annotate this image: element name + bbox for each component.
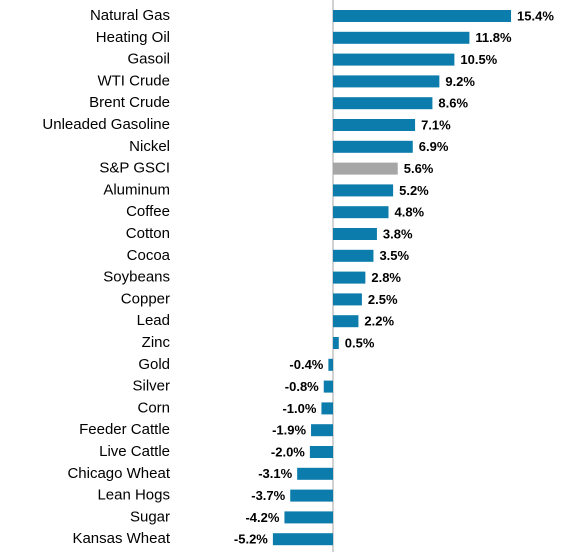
bar <box>272 533 333 546</box>
bar <box>333 140 413 153</box>
category-label: Unleaded Gasoline <box>42 116 170 133</box>
value-label: -3.7% <box>251 488 285 503</box>
bar <box>333 184 394 197</box>
bar <box>311 424 333 437</box>
bar <box>333 228 377 240</box>
category-label: Cotton <box>126 225 170 242</box>
category-label: Cocoa <box>127 247 171 264</box>
category-label: Nickel <box>129 138 170 155</box>
value-label: 3.5% <box>379 248 409 263</box>
category-label: Feeder Cattle <box>79 421 170 438</box>
value-label: 15.4% <box>517 8 554 23</box>
value-label: -3.1% <box>258 466 292 481</box>
bar <box>333 31 470 44</box>
category-label: Gold <box>138 356 170 373</box>
bar <box>333 162 398 175</box>
category-label: Copper <box>121 290 170 307</box>
bar <box>333 293 362 306</box>
value-label: -0.4% <box>289 357 323 372</box>
bar <box>333 97 433 110</box>
category-label: Brent Crude <box>89 94 170 111</box>
value-label: -1.9% <box>272 423 306 438</box>
category-label: Sugar <box>130 508 170 525</box>
bar <box>333 10 512 22</box>
bar <box>333 337 339 349</box>
bar <box>333 271 366 284</box>
value-label: -4.2% <box>245 510 279 525</box>
category-label: Lean Hogs <box>97 487 170 504</box>
value-label: -5.2% <box>234 532 268 547</box>
value-label: -1.0% <box>282 401 316 416</box>
bar <box>309 446 333 458</box>
category-label: Natural Gas <box>90 7 170 24</box>
bar <box>333 249 374 262</box>
value-label: 10.5% <box>460 52 497 67</box>
value-label: 5.6% <box>404 161 434 176</box>
category-label: Gasoil <box>127 51 170 68</box>
bar <box>328 358 333 371</box>
bar <box>333 75 440 88</box>
bar <box>333 119 416 131</box>
value-label: 2.5% <box>368 292 398 307</box>
value-label: 2.2% <box>364 314 394 329</box>
value-label: -0.8% <box>285 379 319 394</box>
category-label: Silver <box>132 378 170 395</box>
category-label: Live Cattle <box>99 443 170 460</box>
bar <box>333 53 455 66</box>
value-label: 11.8% <box>475 30 512 45</box>
value-label: 2.8% <box>371 270 401 285</box>
value-label: -2.0% <box>271 444 305 459</box>
category-label: Zinc <box>142 334 171 351</box>
value-label: 0.5% <box>345 335 375 350</box>
bar <box>284 511 333 524</box>
value-label: 4.8% <box>394 205 424 220</box>
category-label: WTI Crude <box>97 72 170 89</box>
category-label: Aluminum <box>103 181 170 198</box>
bar <box>323 380 333 393</box>
category-label: Heating Oil <box>96 29 170 46</box>
value-label: 5.2% <box>399 183 429 198</box>
category-label: Lead <box>137 312 170 329</box>
category-label: Corn <box>137 399 170 416</box>
category-label: Soybeans <box>103 269 170 286</box>
category-label: Chicago Wheat <box>67 465 170 482</box>
value-label: 8.6% <box>438 96 468 111</box>
bar <box>297 467 333 480</box>
bar <box>290 489 333 502</box>
value-label: 6.9% <box>419 139 449 154</box>
bar <box>321 402 333 415</box>
value-label: 7.1% <box>421 117 451 132</box>
category-label: S&P GSCI <box>99 160 170 177</box>
value-label: 3.8% <box>383 226 413 241</box>
value-label: 9.2% <box>445 74 475 89</box>
bar <box>333 315 359 328</box>
bar <box>333 206 389 219</box>
category-label: Coffee <box>126 203 170 220</box>
category-label: Kansas Wheat <box>72 530 170 547</box>
